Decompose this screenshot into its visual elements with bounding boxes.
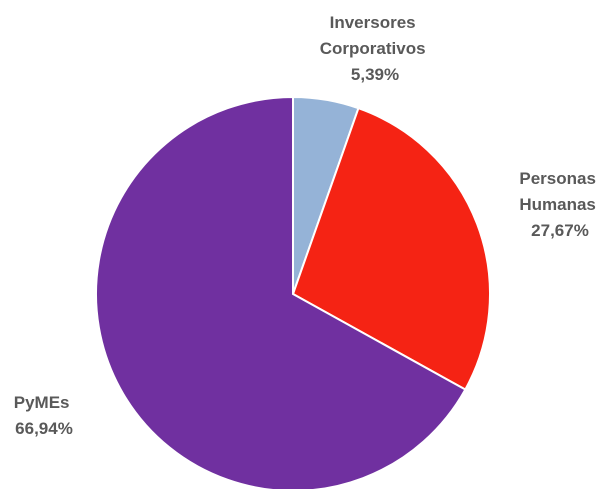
slice-label-line: Inversores: [330, 13, 416, 32]
slice-label-line: Personas: [519, 169, 596, 188]
slice-value-label: 27,67%: [531, 221, 589, 240]
pie-slice-1: [291, 106, 491, 391]
slice-label-inversores-corporativos: Inversores Corporativos 5,39%: [320, 13, 431, 84]
pie-slices: [95, 95, 491, 489]
slice-label-line: Corporativos: [320, 39, 426, 58]
pie-slice-2: [95, 95, 467, 489]
slice-label-personas-humanas: Personas Humanas 27,67%: [519, 169, 600, 240]
slice-label-line: PyMEs: [14, 393, 70, 412]
slice-label-pymes: PyMEs 66,94%: [14, 393, 74, 438]
slice-value-label: 5,39%: [351, 65, 399, 84]
slice-value-label: 66,94%: [15, 419, 73, 438]
slice-label-line: Humanas: [519, 195, 596, 214]
